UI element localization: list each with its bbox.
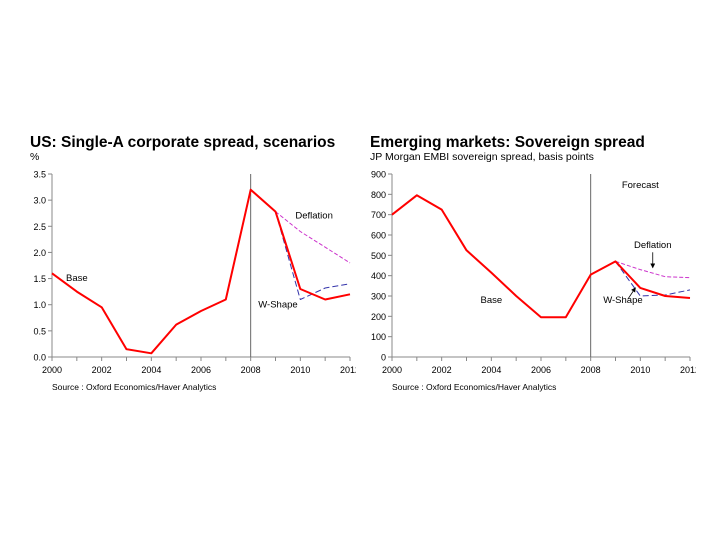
series-line-w-shape (275, 211, 351, 300)
us-spread-chart: 0.0 0.5 1.0 1.5 2.0 2.5 3.0 3.5 2000 2002 2004 2006… (33, 170, 356, 376)
series-line-deflation (615, 260, 691, 279)
y-tick-label: 2.5 (33, 222, 46, 232)
y-tick-label: 0.5 (33, 326, 46, 336)
y-tick-label: 1.0 (33, 300, 46, 310)
y-tick-label: 1.5 (33, 274, 46, 284)
chart-source: Source : Oxford Economics/Haver Analytic… (52, 382, 217, 392)
y-tick-label: 3.0 (33, 196, 46, 206)
y-tick-label: 400 (371, 271, 386, 281)
chart-subtitle: JP Morgan EMBI sovereign spread, basis p… (370, 151, 594, 163)
y-tick-label: 3.5 (33, 170, 46, 180)
chart-unit-label: % (30, 151, 40, 163)
series-line-w-shape (615, 261, 691, 297)
x-tick-label: 2006 (531, 365, 551, 375)
x-tick-label: 2000 (382, 365, 402, 375)
us-spread-chart-panel: US: Single-A corporate spread, scenarios… (26, 130, 356, 400)
y-tick-label: 0 (381, 353, 386, 363)
em-spread-chart: 0 100 200 300 400 500 600 700 800 900 2000 2002 2004… (371, 170, 696, 376)
y-tick-label: 500 (371, 251, 386, 261)
series-line-base (51, 188, 351, 355)
annotation-label: Forecast (622, 180, 659, 191)
y-tick-label: 700 (371, 210, 386, 220)
chart-source: Source : Oxford Economics/Haver Analytic… (392, 382, 557, 392)
y-tick-label: 2.0 (33, 248, 46, 258)
chart-title: US: Single-A corporate spread, scenarios (30, 134, 336, 151)
annotation-label: Deflation (634, 240, 672, 251)
annotation-label: Base (66, 273, 88, 284)
y-tick-label: 300 (371, 292, 386, 302)
x-tick-label: 2010 (290, 365, 310, 375)
x-tick-label: 2008 (241, 365, 261, 375)
annotation-label: Base (481, 295, 503, 306)
annotation-label: W-Shape (258, 299, 297, 310)
x-tick-label: 2010 (630, 365, 650, 375)
series-line-deflation (275, 211, 351, 264)
x-tick-label: 2002 (92, 365, 112, 375)
y-tick-label: 0.0 (33, 353, 46, 363)
series-line-base (391, 194, 691, 319)
em-spread-chart-panel: Emerging markets: Sovereign spread JP Mo… (366, 130, 696, 400)
y-tick-label: 900 (371, 170, 386, 180)
x-tick-label: 2008 (581, 365, 601, 375)
x-tick-label: 2012 (680, 365, 696, 375)
y-tick-label: 800 (371, 190, 386, 200)
x-tick-label: 2002 (432, 365, 452, 375)
y-tick-label: 600 (371, 231, 386, 241)
chart-title: Emerging markets: Sovereign spread (370, 134, 645, 151)
x-tick-label: 2006 (191, 365, 211, 375)
x-tick-label: 2000 (42, 365, 62, 375)
x-tick-label: 2004 (141, 365, 161, 375)
y-tick-label: 200 (371, 312, 386, 322)
y-tick-label: 100 (371, 332, 386, 342)
annotation-label: W-Shape (603, 295, 642, 306)
annotation-arrow (627, 287, 636, 300)
annotation-label: Deflation (295, 210, 333, 221)
x-tick-label: 2004 (481, 365, 501, 375)
x-tick-label: 2012 (340, 365, 356, 375)
